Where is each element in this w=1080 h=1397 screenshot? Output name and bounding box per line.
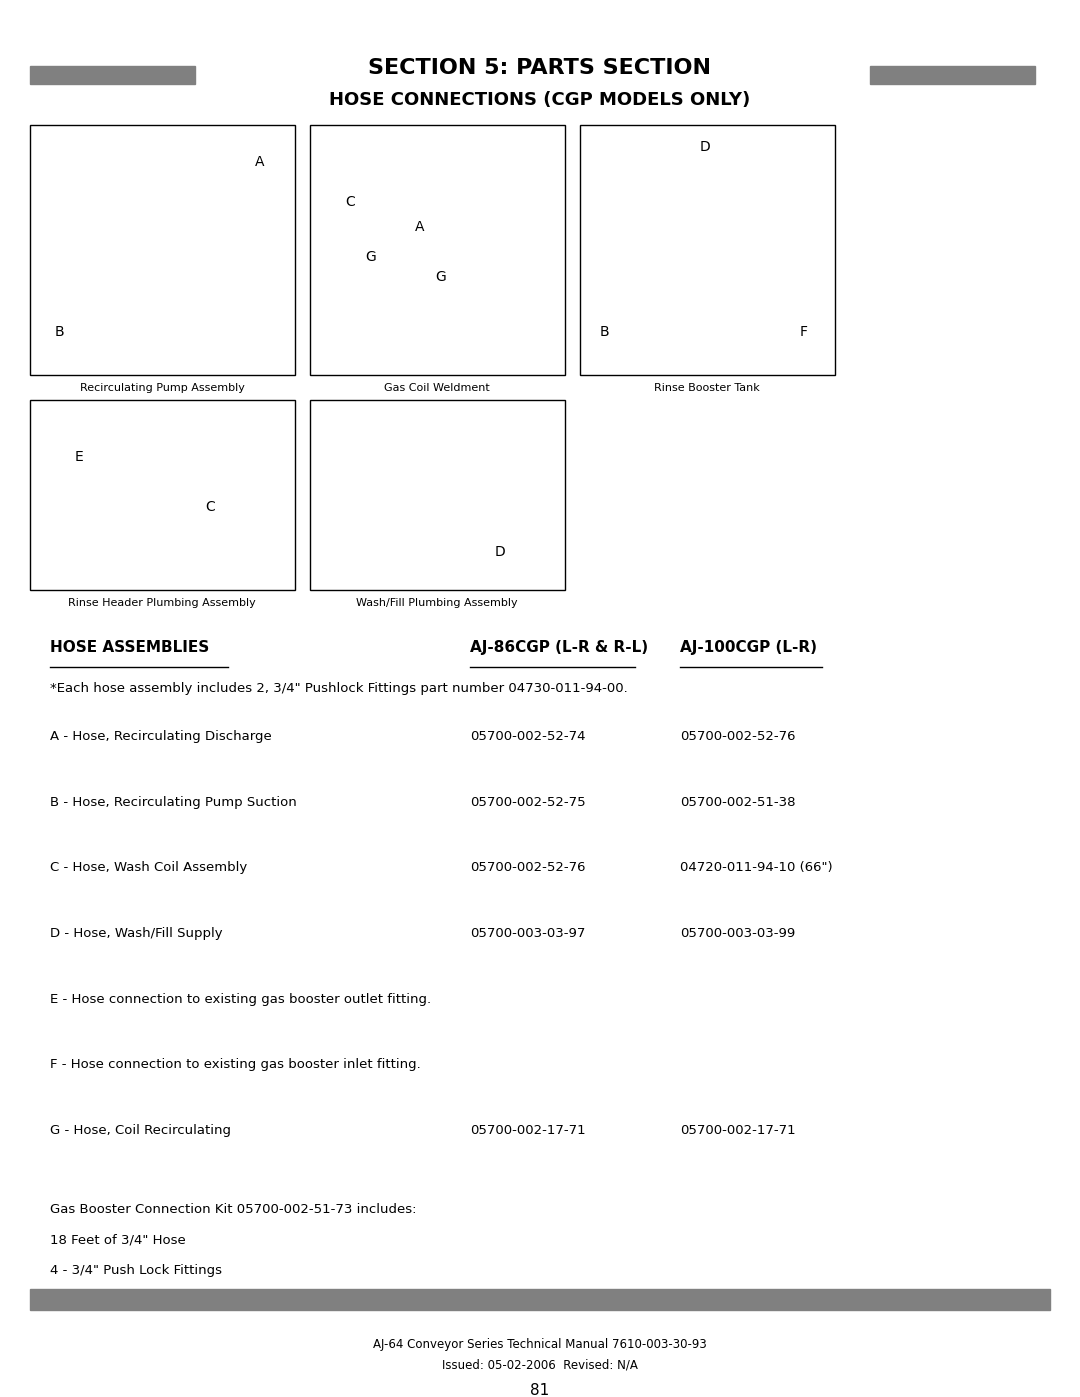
Text: F - Hose connection to existing gas booster inlet fitting.: F - Hose connection to existing gas boos… [50,1059,421,1071]
Text: 05700-002-17-71: 05700-002-17-71 [470,1125,585,1137]
Text: Gas Booster Connection Kit 05700-002-51-73 includes:: Gas Booster Connection Kit 05700-002-51-… [50,1203,417,1215]
Text: 05700-002-17-71: 05700-002-17-71 [680,1125,796,1137]
Text: 05700-002-51-38: 05700-002-51-38 [680,796,796,809]
Bar [30,1289,1050,1310]
Text: G: G [435,270,446,284]
Text: B: B [600,326,609,339]
Text: 4 - 3/4" Push Lock Fittings: 4 - 3/4" Push Lock Fittings [50,1264,222,1277]
Bar [30,124,295,374]
Text: Recirculating Pump Assembly: Recirculating Pump Assembly [80,383,244,394]
Text: Rinse Header Plumbing Assembly: Rinse Header Plumbing Assembly [68,598,256,608]
Text: AJ-86CGP (L-R & R-L): AJ-86CGP (L-R & R-L) [470,640,648,655]
Text: F: F [800,326,808,339]
Text: G - Hose, Coil Recirculating: G - Hose, Coil Recirculating [50,1125,231,1137]
Bar [30,66,195,84]
Text: *Each hose assembly includes 2, 3/4" Pushlock Fittings part number 04730-011-94-: *Each hose assembly includes 2, 3/4" Pus… [50,682,627,694]
Text: 18 Feet of 3/4" Hose: 18 Feet of 3/4" Hose [50,1234,186,1246]
Text: D: D [700,140,711,154]
Text: Rinse Booster Tank: Rinse Booster Tank [654,383,760,394]
Text: C: C [345,196,354,210]
Text: D - Hose, Wash/Fill Supply: D - Hose, Wash/Fill Supply [50,928,222,940]
Text: 04720-011-94-10 (66"): 04720-011-94-10 (66") [680,862,833,875]
Text: HOSE CONNECTIONS (CGP MODELS ONLY): HOSE CONNECTIONS (CGP MODELS ONLY) [329,91,751,109]
Text: E: E [75,450,84,464]
Bar [310,124,565,374]
Text: A: A [415,219,424,235]
Text: A - Hose, Recirculating Discharge: A - Hose, Recirculating Discharge [50,731,272,743]
Text: 05700-003-03-99: 05700-003-03-99 [680,928,795,940]
Text: B: B [55,326,65,339]
Text: A: A [255,155,265,169]
Text: 05700-003-03-97: 05700-003-03-97 [470,928,585,940]
Text: 05700-002-52-76: 05700-002-52-76 [680,731,796,743]
Bar [580,124,835,374]
Text: Issued: 05-02-2006  Revised: N/A: Issued: 05-02-2006 Revised: N/A [442,1358,638,1370]
Text: E - Hose connection to existing gas booster outlet fitting.: E - Hose connection to existing gas boos… [50,993,431,1006]
Bar [870,66,1035,84]
Text: Wash/Fill Plumbing Assembly: Wash/Fill Plumbing Assembly [356,598,517,608]
Text: SECTION 5: PARTS SECTION: SECTION 5: PARTS SECTION [368,59,712,78]
Text: G: G [365,250,376,264]
Text: 05700-002-52-74: 05700-002-52-74 [470,731,585,743]
Text: C: C [205,500,215,514]
Bar [310,400,565,590]
Text: 05700-002-52-76: 05700-002-52-76 [470,862,585,875]
Text: Gas Coil Weldment: Gas Coil Weldment [384,383,490,394]
Text: 81: 81 [530,1383,550,1397]
Bar [30,400,295,590]
Text: C - Hose, Wash Coil Assembly: C - Hose, Wash Coil Assembly [50,862,247,875]
Text: HOSE ASSEMBLIES: HOSE ASSEMBLIES [50,640,210,655]
Text: 05700-002-52-75: 05700-002-52-75 [470,796,585,809]
Text: AJ-100CGP (L-R): AJ-100CGP (L-R) [680,640,816,655]
Text: AJ-64 Conveyor Series Technical Manual 7610-003-30-93: AJ-64 Conveyor Series Technical Manual 7… [373,1338,707,1351]
Text: B - Hose, Recirculating Pump Suction: B - Hose, Recirculating Pump Suction [50,796,297,809]
Text: D: D [495,545,505,559]
